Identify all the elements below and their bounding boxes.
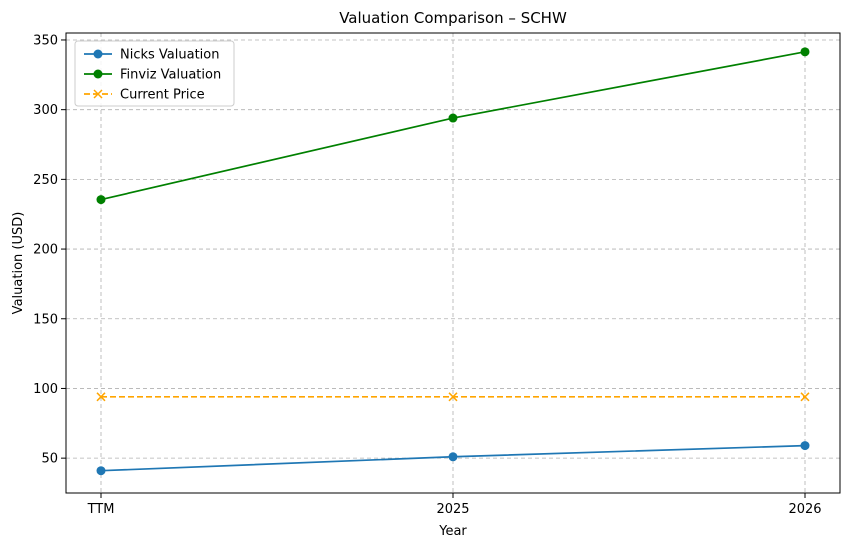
data-point — [800, 441, 810, 451]
legend-box — [74, 40, 235, 107]
legend: Nicks Valuation Finviz Valuation Current P… — [74, 40, 235, 107]
data-point — [96, 195, 106, 205]
series-current-price — [96, 392, 810, 402]
x-tick-label: TTM — [87, 502, 115, 517]
grid — [66, 33, 840, 493]
x-marker-stroke — [448, 392, 458, 402]
x-marker-stroke — [800, 392, 810, 402]
y-tick-label: 100 — [33, 382, 58, 397]
y-tick-label: 150 — [33, 312, 58, 327]
legend-marker — [93, 69, 103, 79]
data-point — [448, 113, 458, 123]
legend-label: Current Price — [120, 88, 205, 103]
legend-label: Nicks Valuation — [120, 48, 220, 63]
y-tick-label: 250 — [33, 173, 58, 188]
y-tick-label: 200 — [33, 243, 58, 258]
x-axis-title: Year — [438, 524, 467, 539]
data-point — [448, 392, 458, 402]
series-layer — [96, 47, 810, 476]
x-marker-stroke — [93, 89, 103, 99]
x-tick-label: 2025 — [436, 502, 469, 517]
series-finviz-valuation — [96, 47, 810, 205]
y-axis-title: Valuation (USD) — [11, 212, 26, 315]
legend-marker — [93, 89, 103, 99]
data-point — [800, 392, 810, 402]
data-point — [96, 392, 106, 402]
legend-entry: Finviz Valuation — [84, 68, 221, 83]
x-tick-label: 2026 — [788, 502, 821, 517]
legend-entry: Current Price — [84, 88, 205, 103]
x-marker-stroke — [96, 392, 106, 402]
chart-title: Valuation Comparison – SCHW — [339, 9, 567, 27]
legend-marker — [93, 49, 103, 59]
legend-entry: Nicks Valuation — [84, 48, 220, 63]
data-point — [800, 47, 810, 57]
y-tick-label: 350 — [33, 33, 58, 48]
series-nicks-valuation — [96, 441, 810, 476]
y-tick-label: 300 — [33, 103, 58, 118]
data-point — [96, 466, 106, 476]
y-tick-label: 50 — [41, 452, 58, 467]
legend-label: Finviz Valuation — [120, 68, 221, 83]
axes: 50 100 150 200 250 300 350 TTM 2025 2026 — [33, 33, 821, 517]
data-point — [448, 452, 458, 462]
